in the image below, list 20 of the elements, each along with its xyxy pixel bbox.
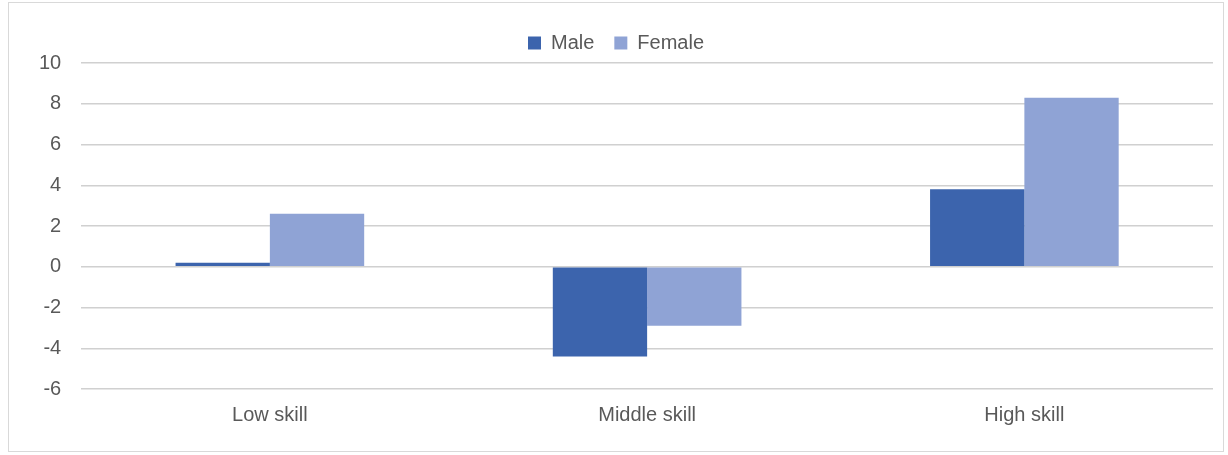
y-tick-label: 0 (50, 254, 62, 277)
y-tick-label: 10 (39, 50, 62, 73)
bar (175, 262, 270, 266)
y-tick-label: 4 (50, 172, 62, 195)
bar (647, 267, 742, 326)
y-tick-label: 8 (50, 91, 62, 114)
bar (269, 213, 365, 266)
bar (1024, 97, 1119, 266)
legend-label: Female (637, 30, 705, 53)
x-tick-label: Low skill (232, 402, 308, 425)
y-tick-label: 2 (50, 213, 62, 236)
x-tick-label: High skill (984, 402, 1065, 425)
y-tick-label: 6 (50, 132, 62, 155)
legend-label: Male (550, 30, 595, 53)
y-tick-label: -2 (43, 295, 62, 318)
x-tick-label: Middle skill (598, 402, 697, 425)
bar (552, 267, 648, 357)
bar (930, 189, 1025, 266)
y-tick-label: -6 (43, 376, 62, 399)
y-tick-label: -4 (43, 335, 62, 358)
